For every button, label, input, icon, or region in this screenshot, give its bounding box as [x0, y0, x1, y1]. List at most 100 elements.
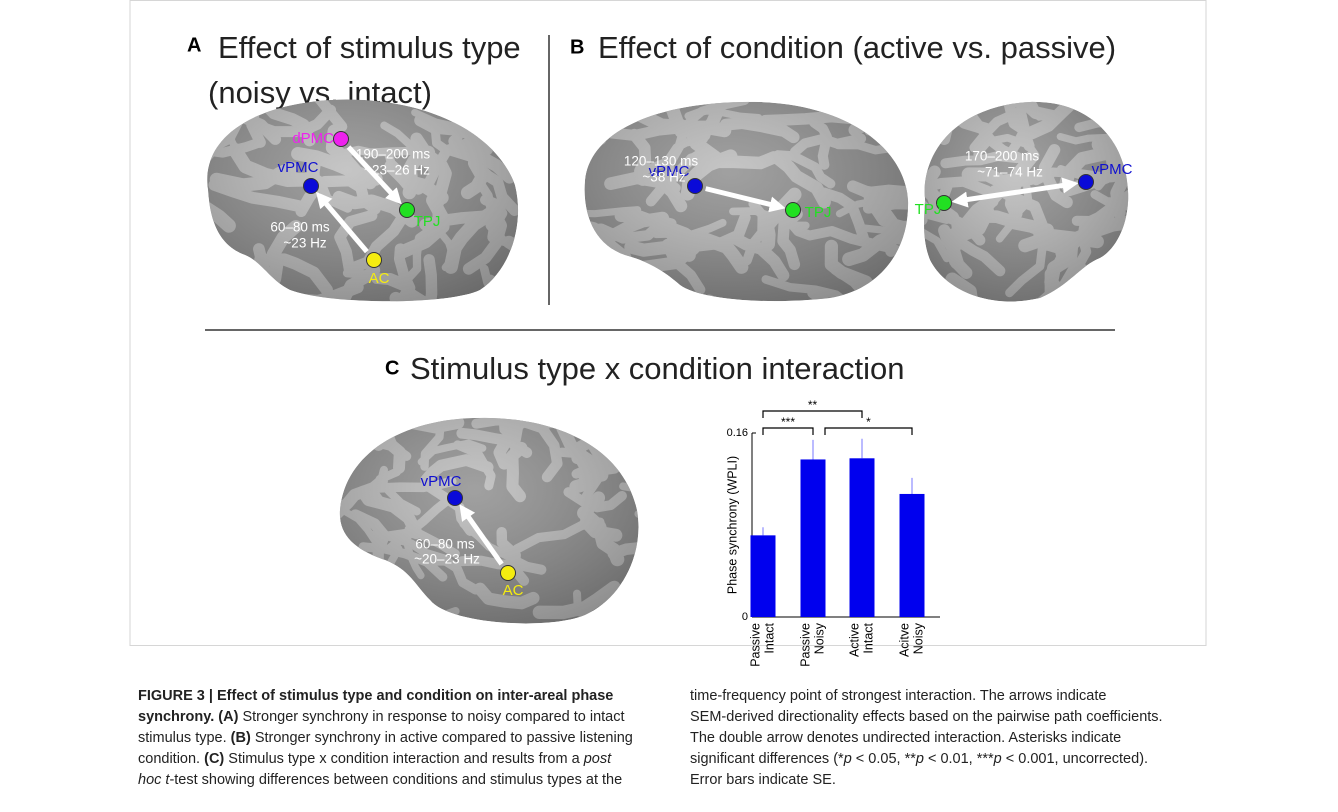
caption-text: (B): [231, 730, 251, 746]
caption-line: stimulus type. (B) Stronger synchrony in…: [138, 728, 633, 749]
caption-text: post: [584, 751, 611, 767]
significance-label: *: [866, 415, 871, 429]
caption-text: SEM-derived directionality effects based…: [690, 709, 1163, 725]
gyrus: [968, 73, 1020, 98]
node-label: AC: [369, 270, 390, 287]
caption-text: p: [994, 751, 1002, 767]
caption-line: The double arrow denotes undirected inte…: [690, 728, 1163, 749]
annotation: ~38 Hz: [642, 170, 685, 185]
y-tick-label: 0: [742, 611, 748, 623]
gyrus: [611, 414, 638, 460]
gyrus: [542, 101, 601, 140]
node-label: TPJ: [915, 201, 942, 218]
gyrus: [346, 386, 395, 420]
caption-left: FIGURE 3 | Effect of stimulus type and c…: [138, 686, 633, 791]
gyrus: [870, 276, 913, 329]
annotation: 190–200 ms: [356, 147, 431, 162]
gyrus: [638, 514, 719, 536]
gyrus: [830, 296, 867, 342]
gyrus: [396, 298, 455, 338]
annotation: 120–130 ms: [624, 154, 699, 169]
node: [334, 132, 349, 147]
gyrus: [645, 486, 702, 526]
gyrus: [512, 236, 592, 252]
caption-text: (C): [204, 751, 224, 767]
node: [367, 253, 382, 268]
brain: [286, 355, 719, 659]
gyrus: [514, 106, 597, 136]
node: [688, 179, 703, 194]
caption-line: Error bars indicate SE.: [690, 770, 1163, 791]
node-label: vPMC: [421, 473, 462, 490]
caption-text: Stronger synchrony in response to noisy …: [238, 709, 624, 725]
gyrus: [859, 96, 925, 128]
gyrus: [509, 242, 581, 266]
y-tick-label: 0.16: [727, 427, 748, 439]
caption-line: hoc t-test showing differences between c…: [138, 770, 633, 791]
gyrus: [630, 621, 694, 628]
panel-title: Effect of condition (active vs. passive): [598, 30, 1116, 65]
caption-line: synchrony. (A) Stronger synchrony in res…: [138, 707, 633, 728]
caption-text: p: [844, 751, 852, 767]
annotation: 60–80 ms: [415, 537, 475, 552]
caption-line: time-frequency point of strongest intera…: [690, 686, 1163, 707]
x-tick-label: Acitve: [897, 623, 911, 657]
caption-text: p: [916, 751, 924, 767]
annotation: ~23–26 Hz: [364, 163, 430, 178]
gyrus: [413, 622, 487, 645]
gyrus: [570, 615, 616, 660]
annotation: 60–80 ms: [270, 220, 330, 235]
gyrus: [1105, 287, 1171, 313]
caption-text: < 0.001, uncorrected).: [1002, 751, 1148, 767]
gyrus: [388, 384, 460, 410]
caption-text: significant differences (*: [690, 751, 844, 767]
brain: [859, 45, 1194, 331]
gyrus: [490, 280, 550, 319]
node-label: dPMC: [292, 130, 334, 147]
gyrus: [363, 604, 398, 654]
bar: [751, 535, 776, 617]
gyrus: [355, 376, 399, 421]
gyrus: [185, 293, 198, 353]
annotation: ~23 Hz: [283, 236, 326, 251]
bar: [850, 458, 875, 617]
node-label: vPMC: [278, 159, 319, 176]
caption-line: SEM-derived directionality effects based…: [690, 707, 1163, 728]
caption-line: condition. (C) Stimulus type x condition…: [138, 749, 633, 770]
significance-label: ***: [781, 415, 795, 429]
y-axis-label: Phase synchrony (WPLI): [725, 456, 739, 594]
caption-text: The double arrow denotes undirected inte…: [690, 730, 1121, 746]
gyrus: [1131, 170, 1192, 204]
gyrus: [1095, 74, 1125, 112]
caption-line: significant differences (*p < 0.05, **p …: [690, 749, 1163, 770]
node: [786, 203, 801, 218]
gyrus: [653, 301, 710, 349]
caption-text: FIGURE 3 | Effect of stimulus type and c…: [138, 688, 613, 704]
gyrus: [897, 99, 907, 154]
caption-text: time-frequency point of strongest intera…: [690, 688, 1106, 704]
caption-text: Stronger synchrony in active compared to…: [251, 730, 633, 746]
panel-letter: A: [187, 34, 201, 56]
gyrus: [888, 62, 913, 115]
gyrus: [533, 111, 577, 140]
x-tick-label: Passive: [798, 623, 812, 667]
brain: [533, 62, 970, 349]
shading: [340, 418, 639, 624]
gyrus: [412, 625, 495, 645]
caption-text: < 0.01, ***: [924, 751, 994, 767]
node: [448, 491, 463, 506]
annotation: 170–200 ms: [965, 149, 1040, 164]
annotation: ~20–23 Hz: [414, 552, 480, 567]
shading: [207, 100, 518, 302]
gyrus: [1124, 91, 1194, 113]
shading: [924, 102, 1128, 302]
caption-text: < 0.05, **: [852, 751, 916, 767]
bar: [801, 459, 826, 617]
caption-text: condition.: [138, 751, 204, 767]
gyrus: [1115, 107, 1181, 151]
gyrus: [564, 290, 621, 325]
node-label: TPJ: [805, 204, 832, 221]
caption-text: Stimulus type x condition interaction an…: [224, 751, 583, 767]
x-tick-label: Active: [847, 623, 861, 657]
node: [304, 179, 319, 194]
